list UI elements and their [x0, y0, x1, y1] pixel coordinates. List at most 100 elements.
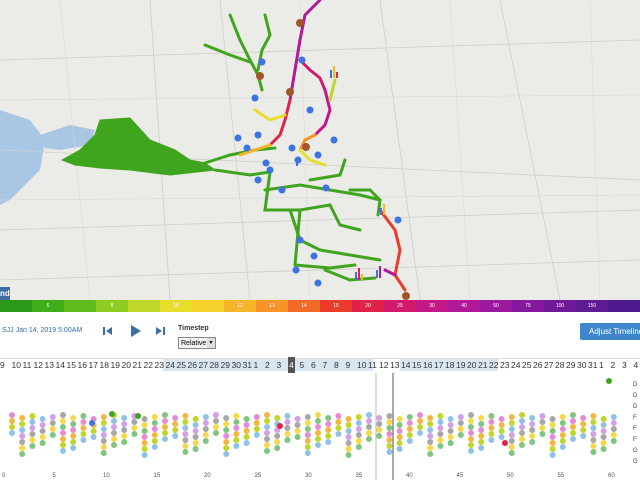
timeline-point[interactable]: [192, 428, 199, 434]
timeline-day-label[interactable]: 21: [132, 360, 142, 370]
timeline-point[interactable]: [396, 446, 403, 452]
timeline-point[interactable]: [417, 412, 423, 418]
timeline-day-label[interactable]: 11: [368, 360, 377, 370]
timeline-point[interactable]: [70, 439, 77, 445]
timeline-day-label[interactable]: 23: [500, 360, 510, 370]
timeline-point[interactable]: [233, 443, 240, 449]
timeline-point[interactable]: [427, 421, 434, 427]
timeline-point[interactable]: [182, 419, 189, 425]
timeline-point[interactable]: [437, 437, 444, 443]
timeline-point[interactable]: [9, 412, 15, 418]
timeline-point[interactable]: [172, 433, 179, 439]
timeline-point[interactable]: [100, 444, 107, 450]
timeline-point[interactable]: [100, 450, 107, 456]
timeline-point[interactable]: [304, 414, 311, 420]
timeline-day-label[interactable]: 9: [0, 360, 5, 370]
timeline-point[interactable]: [60, 412, 66, 418]
skip-forward-button[interactable]: [154, 324, 168, 338]
timeline-day-label[interactable]: 27: [198, 360, 208, 370]
timeline-point[interactable]: [590, 425, 597, 431]
timeline-point[interactable]: [182, 431, 189, 437]
timeline-point[interactable]: [447, 434, 454, 440]
timeline-day-label[interactable]: 28: [555, 360, 565, 370]
timeline-point[interactable]: [366, 430, 372, 436]
timeline-point[interactable]: [325, 415, 332, 421]
timeline-day-label[interactable]: 20: [121, 360, 131, 370]
timeline-point[interactable]: [39, 416, 46, 422]
timeline-point[interactable]: [345, 422, 352, 428]
timeline-point[interactable]: [202, 414, 209, 420]
timeline-point[interactable]: [80, 413, 87, 419]
timeline-point[interactable]: [447, 440, 454, 446]
timeline-point[interactable]: [335, 413, 342, 419]
timeline-day-label[interactable]: 9: [345, 360, 351, 370]
timeline-point[interactable]: [277, 423, 283, 429]
timeline-point[interactable]: [539, 413, 546, 419]
timeline-point[interactable]: [315, 424, 321, 430]
timeline-day-label[interactable]: 24: [165, 360, 175, 370]
timeline-point[interactable]: [355, 438, 362, 444]
timestep-select[interactable]: Relative ▾: [178, 337, 216, 349]
timeline-point[interactable]: [457, 414, 464, 420]
timeline-point[interactable]: [488, 419, 495, 425]
timeline-point[interactable]: [427, 427, 434, 433]
timeline-point[interactable]: [274, 439, 281, 445]
timeline-point[interactable]: [488, 431, 495, 437]
timeline-point[interactable]: [386, 413, 393, 419]
timeline-point[interactable]: [29, 443, 36, 449]
timeline-point[interactable]: [468, 418, 474, 424]
timeline-point[interactable]: [182, 443, 189, 449]
timeline-point[interactable]: [539, 431, 546, 437]
timeline-point[interactable]: [447, 422, 454, 428]
timeline-point[interactable]: [202, 432, 209, 438]
timeline-point[interactable]: [294, 428, 301, 434]
timeline-point[interactable]: [549, 416, 556, 422]
timeline-point[interactable]: [468, 412, 474, 418]
timeline-day-label[interactable]: 20: [467, 360, 477, 370]
timeline-point[interactable]: [549, 428, 556, 434]
timeline-point[interactable]: [182, 413, 189, 419]
timeline-point[interactable]: [570, 436, 576, 442]
timeline-day-label[interactable]: 8: [334, 360, 339, 370]
timeline-point[interactable]: [478, 415, 485, 421]
timeline-day-label[interactable]: 25: [522, 360, 532, 370]
timeline-day-label[interactable]: 21: [478, 360, 488, 370]
timeline-day-label[interactable]: 27: [544, 360, 554, 370]
timeline-point[interactable]: [109, 411, 115, 417]
play-button[interactable]: [128, 324, 142, 338]
timeline-point[interactable]: [213, 412, 219, 418]
timeline-day-label[interactable]: 15: [412, 360, 422, 370]
timeline-point[interactable]: [345, 434, 352, 440]
timeline-point[interactable]: [590, 449, 597, 455]
timeline-point[interactable]: [549, 434, 556, 440]
timeline-point[interactable]: [243, 434, 250, 440]
timeline-point[interactable]: [264, 430, 270, 436]
timeline-point[interactable]: [243, 416, 250, 422]
timeline-point[interactable]: [213, 424, 219, 430]
skip-back-button[interactable]: [100, 324, 114, 338]
timeline-point[interactable]: [427, 451, 434, 457]
timeline-point[interactable]: [386, 419, 393, 425]
timeline-point[interactable]: [243, 422, 250, 428]
timeline-point[interactable]: [335, 419, 342, 425]
timeline-point[interactable]: [253, 420, 260, 426]
timeline-point[interactable]: [539, 425, 546, 431]
timeline-point[interactable]: [396, 434, 403, 440]
timeline-point[interactable]: [49, 414, 56, 420]
timeline-point[interactable]: [233, 413, 240, 419]
map-canvas[interactable]: [0, 0, 640, 300]
timeline-point[interactable]: [366, 436, 372, 442]
timeline-point[interactable]: [406, 438, 413, 444]
timeline-point[interactable]: [508, 426, 515, 432]
timeline-point[interactable]: [70, 415, 77, 421]
timeline-point[interactable]: [366, 412, 372, 418]
timeline-point[interactable]: [427, 433, 434, 439]
timeline-point[interactable]: [590, 419, 597, 425]
timeline-point[interactable]: [9, 430, 15, 436]
timeline-point[interactable]: [182, 437, 189, 443]
map-view[interactable]: nd: [0, 0, 640, 300]
timeline-point[interactable]: [315, 412, 321, 418]
timeline-point[interactable]: [519, 418, 525, 424]
timeline-point[interactable]: [60, 430, 66, 436]
timeline-point[interactable]: [478, 433, 485, 439]
